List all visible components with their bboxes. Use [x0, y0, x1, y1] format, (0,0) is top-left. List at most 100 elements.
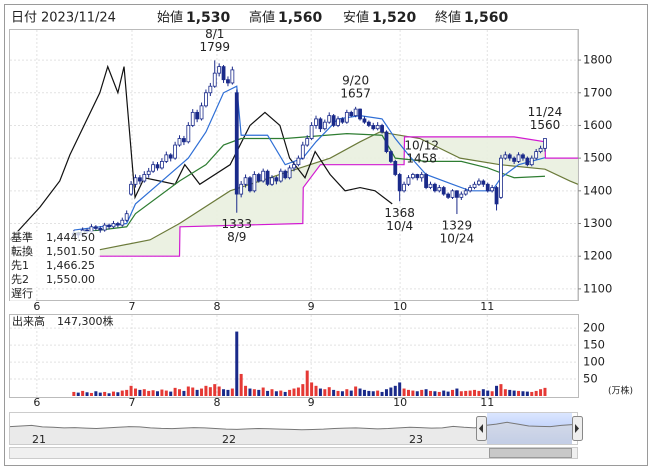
scrollbar[interactable]	[9, 447, 578, 459]
volume-bar	[200, 388, 204, 396]
candle-body	[287, 167, 292, 179]
volume-bar	[389, 387, 393, 396]
volume-bar	[111, 391, 115, 396]
volume-bar	[424, 389, 428, 396]
volume-bar	[213, 384, 217, 396]
candle-body	[199, 105, 204, 120]
candle-body	[516, 154, 521, 162]
candle-body	[173, 144, 178, 159]
candle-body	[529, 157, 534, 166]
volume-bar	[248, 388, 252, 396]
volume-bar	[266, 390, 270, 396]
volume-bar	[274, 391, 278, 396]
field-value: 1,530	[186, 10, 231, 26]
volume-bar	[305, 370, 309, 396]
candle-body	[437, 187, 442, 192]
volume-bar	[433, 391, 437, 396]
candle-body	[292, 164, 296, 169]
volume-bar	[208, 387, 212, 396]
candle-body	[217, 66, 222, 74]
volume-bar	[107, 393, 111, 396]
header-fields: 始値 1,530 高値 1,560 安値 1,520 終値 1,560	[157, 10, 509, 27]
volume-bar	[138, 389, 142, 396]
legend-value: 1,501.50	[46, 245, 95, 258]
volume-bar	[530, 391, 534, 396]
volume-bar	[402, 388, 406, 396]
candle-body	[270, 177, 274, 185]
candle-body	[230, 69, 235, 84]
volume-bar	[160, 389, 164, 396]
volume-bar	[486, 390, 490, 396]
candle-body	[362, 118, 367, 123]
y-tick-label: 1600	[583, 118, 612, 132]
candle-body	[278, 170, 283, 182]
volume-bar	[517, 390, 521, 396]
candle-body	[459, 193, 464, 198]
volume-bar	[151, 390, 155, 396]
y-tick-label: 1300	[583, 216, 612, 230]
volume-bar	[503, 389, 507, 396]
volume-bar	[358, 388, 362, 396]
y-tick-label: 50	[583, 372, 598, 386]
volume-bar	[257, 389, 261, 396]
volume-bar	[147, 390, 151, 396]
volume-total: 147,300株	[57, 314, 114, 328]
candle-body	[358, 108, 362, 120]
candle-body	[221, 66, 226, 81]
volume-bar	[217, 386, 221, 396]
volume-bar	[283, 391, 287, 396]
legend-backdrop	[10, 231, 98, 245]
candle-body	[252, 174, 257, 192]
candle-body	[485, 183, 490, 192]
volume-bar	[186, 386, 190, 396]
candle-body	[336, 118, 340, 126]
volume-bar	[420, 389, 424, 396]
candle-body	[168, 154, 173, 159]
candle-body	[248, 177, 252, 192]
volume-bar	[261, 387, 265, 396]
legend-backdrop	[10, 245, 98, 259]
candle-body	[380, 125, 384, 133]
volume-bar	[539, 389, 543, 396]
volume-bar	[336, 390, 340, 396]
volume-bar	[376, 390, 380, 396]
volume-bar	[349, 390, 353, 396]
candle-body	[388, 151, 393, 162]
volume-bar	[367, 390, 371, 396]
volume-bar	[142, 389, 146, 396]
frame	[4, 4, 648, 466]
volume-bar	[464, 390, 468, 396]
volume-bar	[481, 389, 485, 396]
candle-body	[177, 138, 182, 146]
volume-bar	[499, 384, 503, 396]
x-tick-label: 9	[308, 300, 315, 313]
x-tick-label: 7	[128, 300, 135, 313]
navigator-label: 21	[32, 433, 46, 446]
x-tick-label: 11	[480, 396, 494, 409]
volume-bar	[85, 392, 89, 396]
y-tick-label: 1800	[583, 53, 612, 67]
volume-bar	[451, 389, 455, 396]
volume-bar	[239, 373, 243, 396]
candle-body	[450, 190, 455, 198]
y-tick-label: 200	[583, 321, 605, 335]
candle-body	[393, 161, 398, 175]
volume-plot: 50 100 150 200	[10, 321, 605, 396]
candle-body	[468, 187, 473, 192]
candle-body	[384, 131, 389, 152]
volume-bar	[314, 385, 318, 396]
candle-body	[265, 170, 270, 185]
candle-body	[300, 144, 305, 159]
candle-body	[503, 154, 508, 159]
volume-bar	[191, 387, 195, 396]
volume-bar	[354, 386, 358, 396]
date: 2023/11/24	[41, 11, 116, 26]
volume-bar	[525, 391, 529, 396]
candle-body	[428, 183, 433, 188]
volume-bar	[495, 385, 499, 396]
x-tick-label: 11	[480, 300, 494, 313]
volume-bar	[72, 391, 76, 396]
candle-body	[521, 154, 525, 159]
candle-body	[432, 183, 437, 192]
scrollbar-thumb[interactable]	[489, 448, 572, 458]
